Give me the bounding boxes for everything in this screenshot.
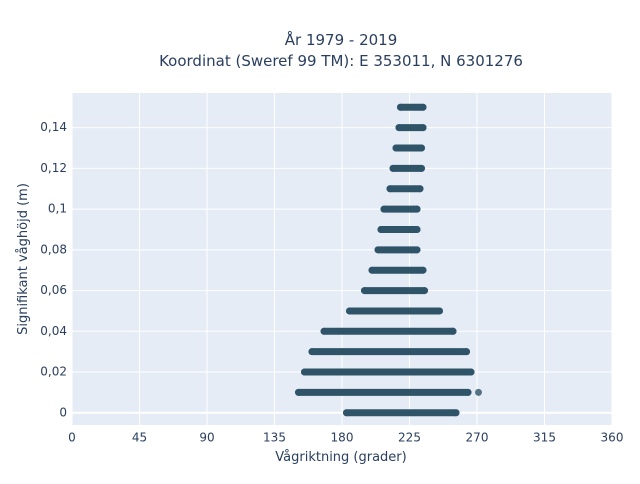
data-band	[395, 124, 427, 132]
data-point	[413, 246, 421, 254]
data-point	[419, 124, 427, 132]
data-point	[295, 388, 302, 396]
data-point	[413, 205, 421, 213]
x-tick-label: 90	[199, 431, 214, 445]
data-point	[389, 164, 397, 172]
data-band	[343, 409, 460, 417]
data-point	[320, 327, 328, 335]
data-point	[464, 388, 472, 396]
data-band	[320, 327, 457, 335]
y-tick-label: 0,08	[40, 242, 67, 256]
x-tick-label: 135	[263, 431, 286, 445]
data-band	[389, 164, 425, 172]
y-tick-label: 0,04	[40, 324, 67, 338]
y-tick-label: 0,1	[48, 202, 67, 216]
x-tick-label: 315	[533, 431, 556, 445]
data-point	[449, 327, 457, 335]
data-band	[308, 348, 470, 356]
data-point	[392, 144, 400, 152]
y-tick-label: 0	[59, 405, 67, 419]
data-point	[413, 225, 421, 233]
x-axis-title: Vågriktning (grader)	[275, 450, 406, 465]
data-point	[377, 225, 385, 233]
data-point	[419, 266, 427, 274]
y-axis-title: Signifikant våghöjd (m)	[16, 183, 31, 335]
data-point	[397, 103, 404, 111]
data-point	[421, 287, 428, 295]
data-band	[374, 246, 421, 254]
x-tick-label: 180	[331, 431, 354, 445]
data-point	[395, 124, 403, 132]
data-point	[416, 185, 424, 193]
tick-labels: 0 45 90 135 180 225 270 315 360 0 0,02 0,04 0,06 0,08…	[40, 120, 623, 444]
data-point	[368, 266, 376, 274]
data-band	[301, 368, 475, 376]
data-band	[295, 388, 472, 396]
data-point	[419, 103, 427, 111]
x-tick-label: 45	[132, 431, 147, 445]
y-tick-label: 0,14	[40, 120, 67, 134]
data-band	[346, 307, 443, 315]
data-point	[418, 144, 425, 152]
data-point	[301, 368, 308, 376]
data-band	[397, 103, 427, 111]
data-point	[343, 409, 350, 417]
y-tick-label: 0,06	[40, 283, 67, 297]
data-point	[475, 388, 482, 396]
data-band	[392, 144, 425, 152]
x-tick-label: 0	[68, 431, 76, 445]
data-point	[346, 307, 353, 315]
data-point	[361, 287, 368, 295]
data-band	[380, 205, 421, 213]
data-point	[308, 348, 316, 356]
data-point	[418, 164, 425, 172]
chart-title-line-1: År 1979 - 2019	[285, 30, 398, 49]
data-point	[386, 185, 394, 193]
data-band	[368, 266, 427, 274]
data-point	[380, 205, 388, 213]
data-point	[436, 307, 443, 315]
data-point	[463, 348, 470, 356]
data-band	[361, 287, 428, 295]
x-tick-label: 225	[398, 431, 421, 445]
chart-title-line-2: Koordinat (Sweref 99 TM): E 353011, N 63…	[159, 52, 523, 70]
y-tick-label: 0,02	[40, 365, 67, 379]
y-tick-label: 0,12	[40, 161, 67, 175]
data-points	[295, 103, 482, 417]
data-point	[452, 409, 460, 417]
x-tick-label: 360	[601, 431, 624, 445]
data-band	[386, 185, 424, 193]
data-point	[467, 368, 475, 376]
x-tick-label: 270	[466, 431, 489, 445]
data-point	[374, 246, 382, 254]
data-band	[377, 225, 421, 233]
